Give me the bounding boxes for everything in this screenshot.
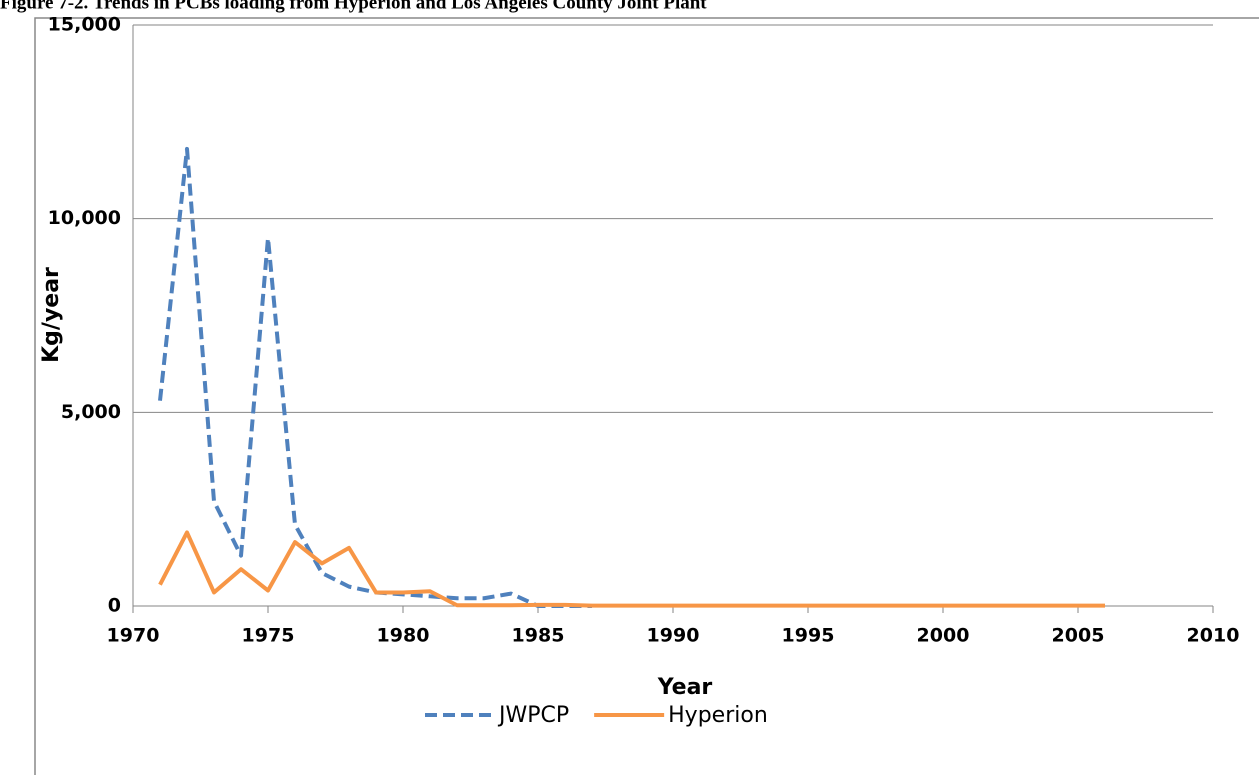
legend-label: Hyperion bbox=[668, 703, 768, 728]
x-tick-label: 1985 bbox=[512, 625, 565, 647]
x-tick-label: 2000 bbox=[917, 625, 970, 647]
series-line bbox=[158, 530, 1105, 608]
x-tick-label: 1995 bbox=[782, 625, 835, 647]
x-tick-label: 1975 bbox=[242, 625, 295, 647]
x-tick-label: 2005 bbox=[1052, 625, 1105, 647]
y-tick-label: 15,000 bbox=[48, 14, 121, 36]
x-tick-label: 1980 bbox=[377, 625, 430, 647]
x-tick-label: 1970 bbox=[107, 625, 160, 647]
y-tick-label: 5,000 bbox=[61, 401, 121, 423]
y-axis-label: Kg/year bbox=[39, 267, 64, 363]
x-tick-label: 2010 bbox=[1187, 625, 1240, 647]
y-tick-label: 0 bbox=[108, 595, 121, 617]
x-axis-label: Year bbox=[657, 675, 713, 700]
chart-frame bbox=[34, 17, 1259, 775]
x-tick-label: 1990 bbox=[647, 625, 700, 647]
y-tick-label: 10,000 bbox=[48, 207, 121, 229]
legend-label: JWPCP bbox=[497, 703, 569, 728]
chart-title: Figure 7-2. Trends in PCBs loading from … bbox=[0, 0, 707, 13]
